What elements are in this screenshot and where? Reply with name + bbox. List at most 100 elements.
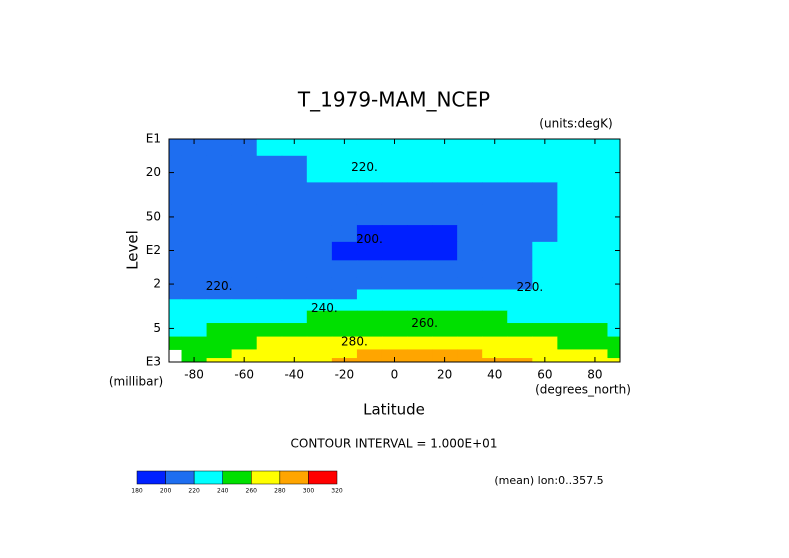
y-tick-label: 2 [153,277,161,291]
field-cell [407,349,433,359]
field-cell [507,204,533,226]
field-cell [306,277,333,290]
field-cell [381,182,408,206]
contour-label: 220. [206,279,233,293]
field-cell [607,289,621,300]
field-cell [169,260,183,278]
y-units: (millibar) [109,375,163,389]
field-cell [281,277,308,290]
field-cell [356,241,383,261]
field-cell [181,289,208,300]
field-cell [557,349,583,359]
field-cell [206,277,233,290]
field-cell [507,310,533,324]
field-cell [457,204,483,226]
field-cell [169,323,183,338]
field-cell [482,349,508,359]
x-axis-label: Latitude [363,401,425,419]
x-tick-label: 0 [391,368,399,382]
field-cell [507,225,533,243]
field-cell [507,260,533,278]
field-cell [356,225,383,243]
field-cell [281,310,308,324]
field-cell [582,155,608,183]
contour-label: 200. [356,232,383,246]
contour-interval: CONTOUR INTERVAL = 1.000E+01 [291,437,498,451]
field-cell [482,299,508,312]
field-cell [331,310,358,324]
field-cell [507,349,533,359]
colorbar-box [136,470,166,485]
field-cell [582,310,608,324]
field-cell [281,241,308,261]
contour-label: 240. [311,301,338,315]
field-cell [432,336,458,350]
field-cell [582,204,608,226]
colorbar-label: 260 [246,488,258,495]
field-cell [457,155,483,183]
field-cell [381,289,408,300]
field-cell [169,241,183,261]
field-cell [331,277,358,290]
mean-label: (mean) lon:0..357.5 [494,474,603,487]
field-cell [457,299,483,312]
y-tick-label: 20 [146,165,161,179]
field-cell [532,260,558,278]
field-cell [281,260,308,278]
field-cell [582,289,608,300]
field-cell [432,204,458,226]
field-cell [582,323,608,338]
field-cell [557,182,583,206]
field-cell [181,155,208,183]
field-cell [181,139,208,157]
field-cell [532,277,558,290]
colorbar-label: 300 [303,488,315,495]
field-cell [181,336,208,350]
field-cell [407,299,433,312]
field-cell [356,336,383,350]
field-cell [607,277,621,290]
field-cell [331,204,358,226]
field-cell [306,358,333,363]
field-cell [557,299,583,312]
colorbar-label: 220 [188,488,200,495]
field-cell [432,225,458,243]
field-cell [181,260,208,278]
field-cell [607,349,621,359]
field-cell [256,204,283,226]
field-cell [607,336,621,350]
field-cell [356,204,383,226]
field-cell [557,225,583,243]
field-cell [356,349,383,359]
field-cell [169,225,183,243]
field-cell [281,336,308,350]
field-cell [181,277,208,290]
field-cell [381,260,408,278]
field-cell [482,277,508,290]
field-cell [256,139,283,157]
field-cell [281,139,308,157]
field-cell [557,289,583,300]
field-cell [432,155,458,183]
field-cell [407,241,433,261]
field-cell [532,204,558,226]
field-cell [306,204,333,226]
x-tick-label: -60 [234,368,254,382]
field-cell [482,139,508,157]
field-cell [281,323,308,338]
field-cell [532,310,558,324]
field-cell [356,310,383,324]
field-cell [306,225,333,243]
field-cell [256,225,283,243]
y-tick-label: E2 [146,243,161,257]
field-cell [231,299,258,312]
field-cell [306,155,333,183]
field-cell [306,289,333,300]
field-cell [281,349,308,359]
field-cell [582,182,608,206]
x-tick-label: -40 [284,368,304,382]
field-cell [356,182,383,206]
field-cell [507,182,533,206]
field-cell [557,277,583,290]
field-cell [206,139,233,157]
